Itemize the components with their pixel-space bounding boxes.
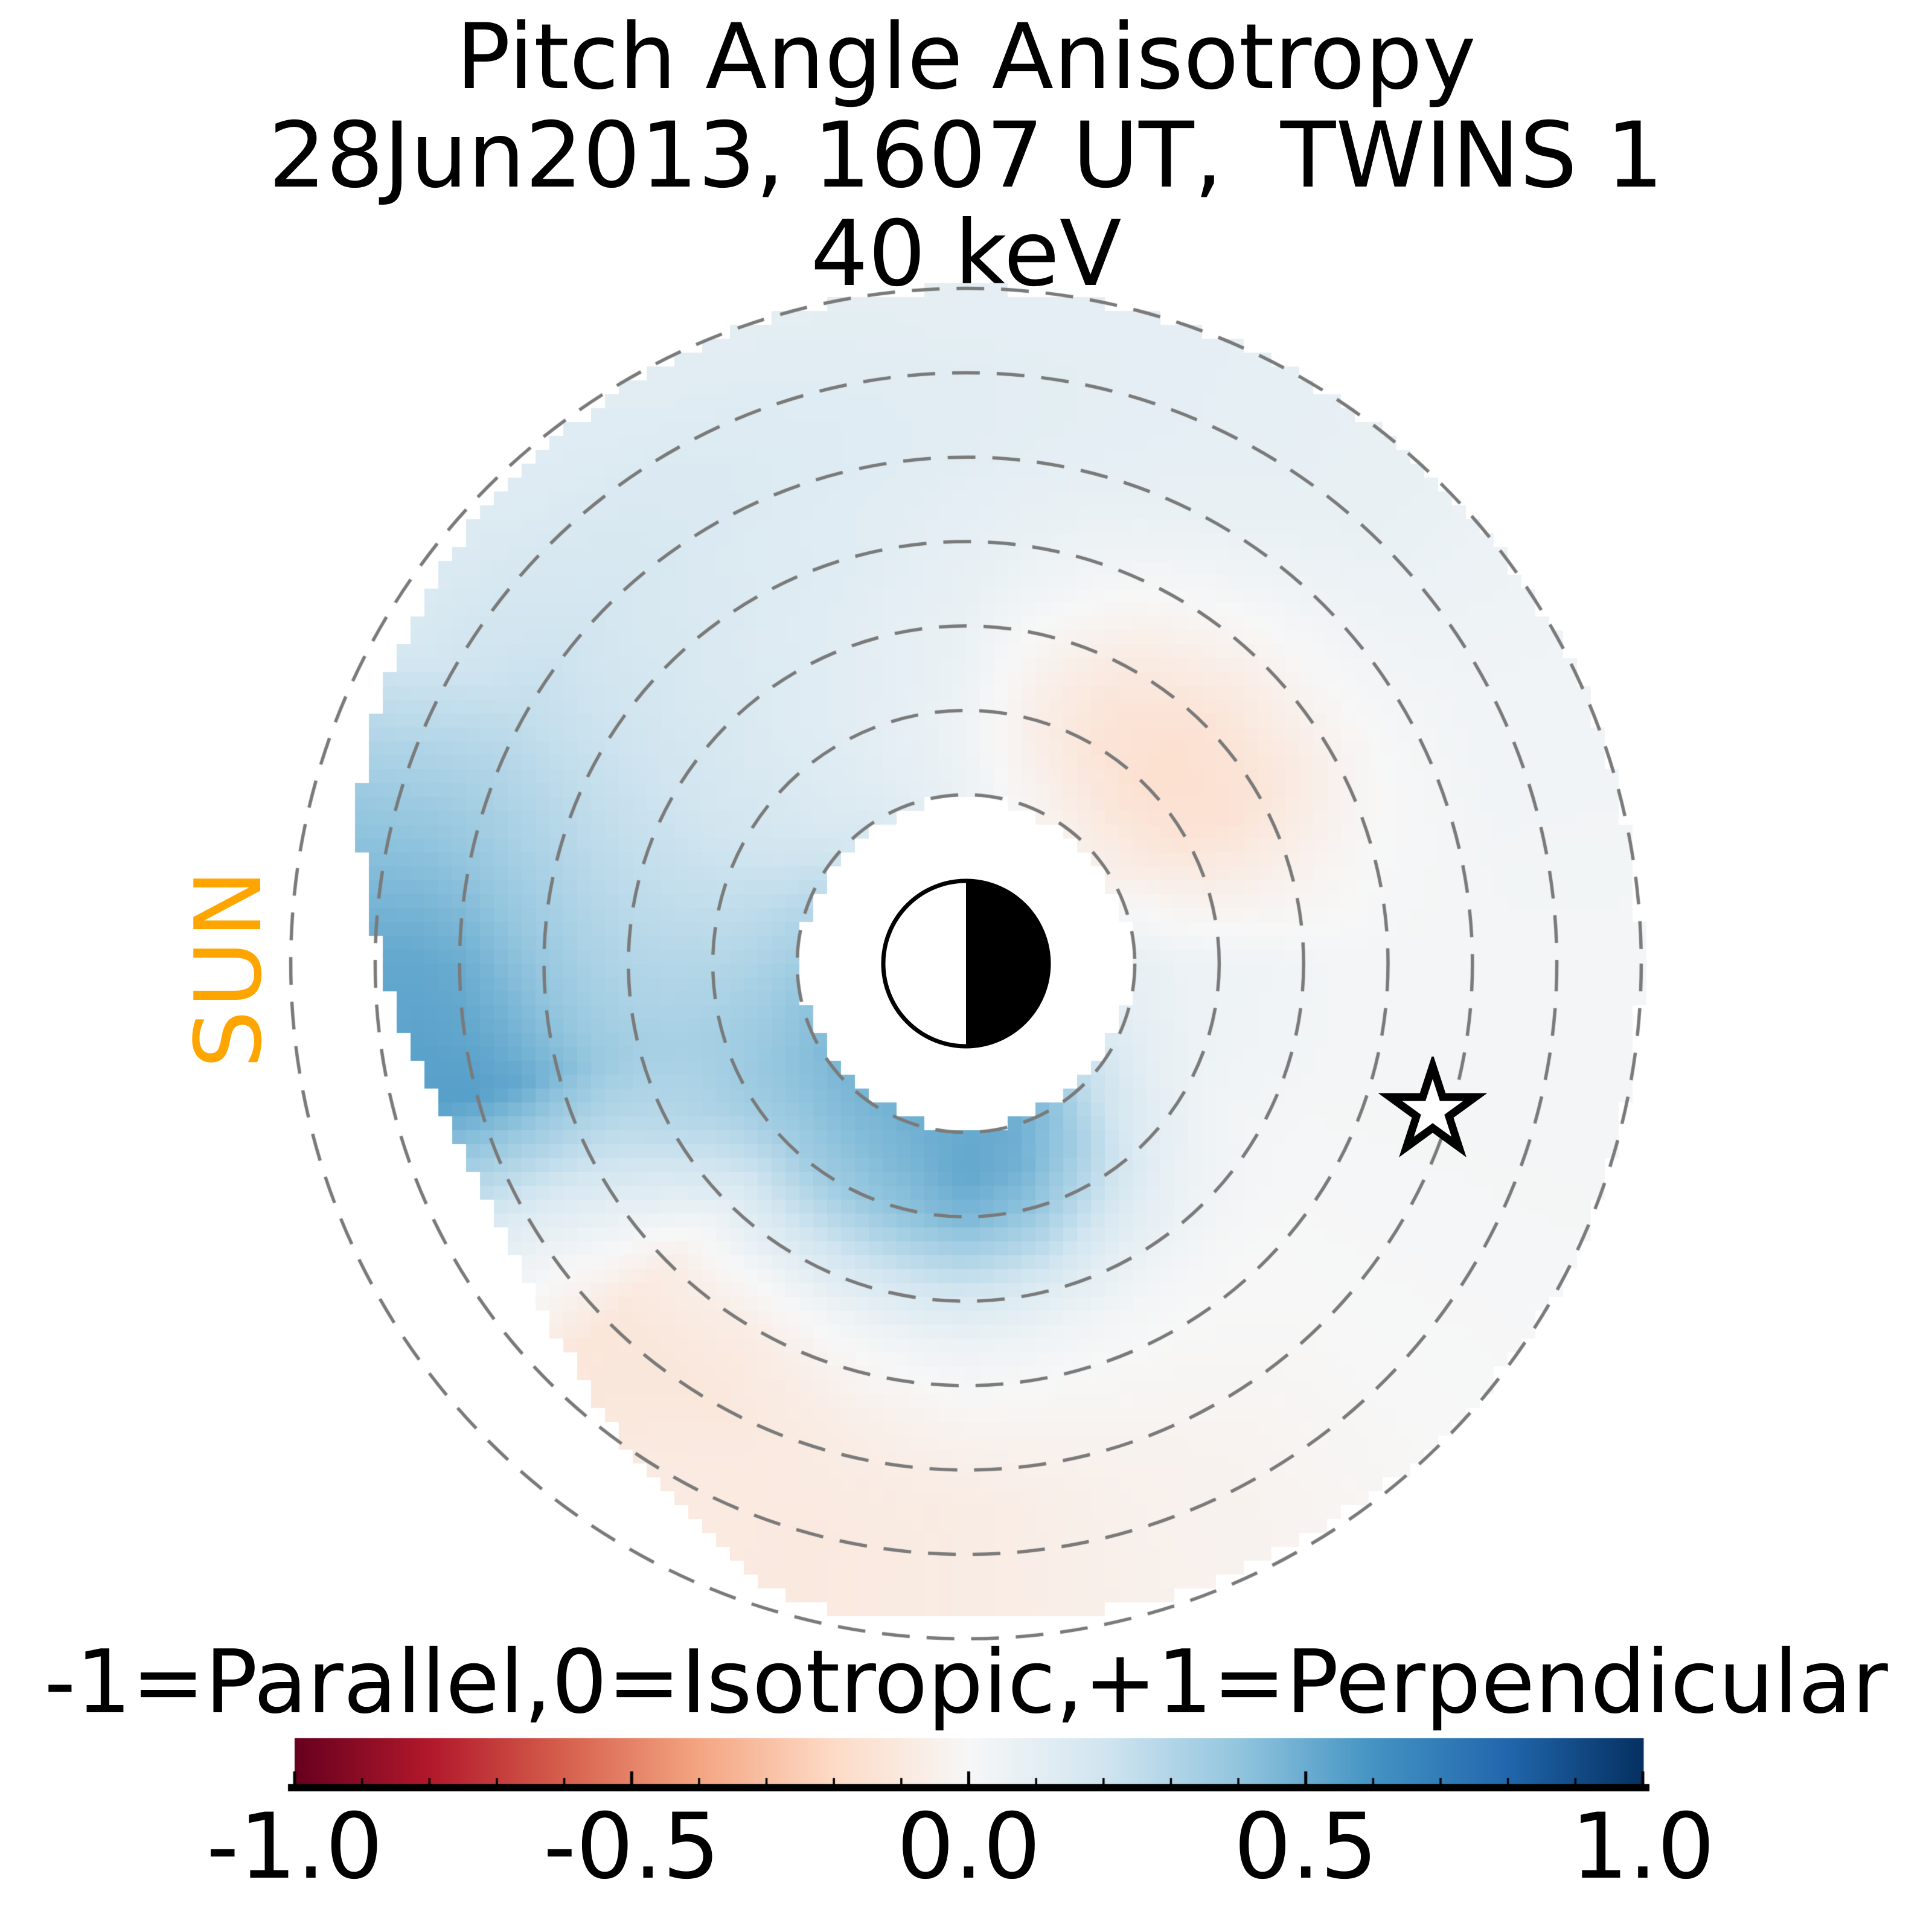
colorbar-tick-label-1: -0.5 — [543, 1794, 720, 1899]
colorbar-tick-label-3: 0.5 — [1233, 1794, 1378, 1899]
title-line-2: 28Jun2013, 1607 UT, TWINS 1 — [268, 103, 1664, 208]
sun-direction-label: SUN — [174, 867, 282, 1069]
colorbar-tick-label-4: 1.0 — [1570, 1794, 1715, 1899]
star-outline — [1378, 1056, 1488, 1157]
earth-nightside-half — [966, 881, 1049, 1046]
title-line-1: Pitch Angle Anisotropy — [456, 5, 1476, 110]
colorbar-tick-label-2: 0.0 — [897, 1794, 1041, 1899]
spacecraft-star-icon — [1378, 1056, 1488, 1157]
colorbar-tick-label-0: -1.0 — [206, 1794, 383, 1899]
earth-symbol-icon — [881, 878, 1051, 1049]
colorbar-gradient — [284, 1736, 1655, 1797]
colorbar-title: -1=Parallel,0=Isotropic,+1=Perpendicular — [44, 1631, 1888, 1733]
